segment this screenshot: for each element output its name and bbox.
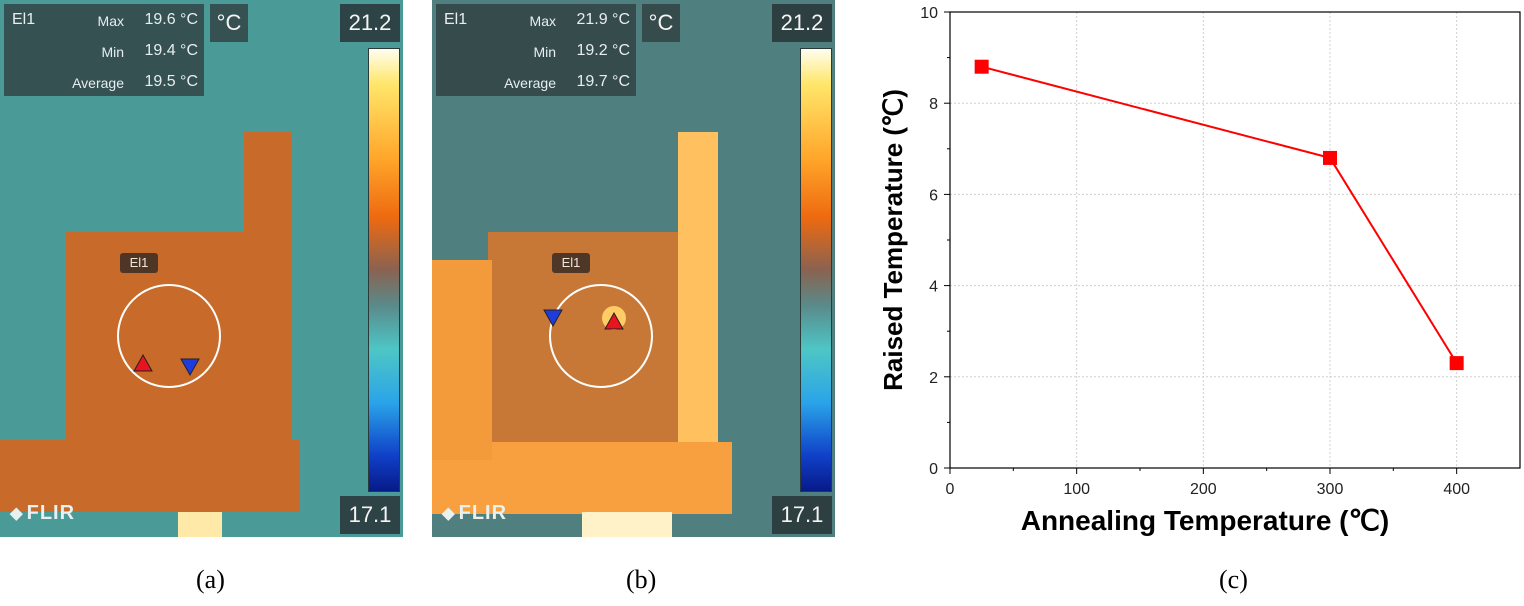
readout-value: 19.5 °C <box>144 73 198 90</box>
readout-row-min: Min 19.2 °C <box>440 41 630 63</box>
scale-max: 21.2 <box>340 4 400 42</box>
y-tick-label: 0 <box>929 461 938 478</box>
sample-arm <box>678 132 718 452</box>
x-tick-label: 100 <box>1063 481 1090 498</box>
readout-label: Min <box>533 44 556 60</box>
readout-value: 19.2 °C <box>576 42 630 59</box>
sample-arm <box>244 132 292 452</box>
caption-a: (a) <box>196 565 225 594</box>
y-tick-label: 8 <box>929 96 938 113</box>
thermal-image-b: El1 Max 21.9 °C Min 19.2 °C Average 19.7… <box>432 0 835 537</box>
min-marker-icon <box>180 358 200 377</box>
readout-label: Min <box>101 44 124 60</box>
unit-label: °C <box>210 4 248 42</box>
color-scale-bar <box>368 48 400 492</box>
roi-label: El1 <box>552 253 590 273</box>
sample-base <box>0 440 300 512</box>
caption-c: (c) <box>1219 565 1248 594</box>
measurement-readout: El1 Max 19.6 °C Min 19.4 °C Average 19.5… <box>4 4 204 96</box>
readout-value: 19.7 °C <box>576 73 630 90</box>
max-marker-icon <box>133 353 153 372</box>
readout-value: 19.6 °C <box>144 11 198 28</box>
readout-label: Max <box>97 13 124 29</box>
readout-row-max: Max 19.6 °C <box>8 10 198 32</box>
data-point <box>974 59 989 74</box>
readout-row-average: Average 19.5 °C <box>8 72 198 94</box>
max-marker-icon <box>604 311 624 330</box>
left-glow <box>432 260 492 460</box>
x-axis-label: Annealing Temperature (℃) <box>1021 505 1390 536</box>
readout-row-min: Min 19.4 °C <box>8 41 198 63</box>
readout-tag: El1 <box>444 11 468 28</box>
x-tick-label: 200 <box>1190 481 1217 498</box>
line-chart: 0 100 200 300 400 0 2 4 6 8 10 Annealing Temperatur… <box>878 5 1521 536</box>
scale-min: 17.1 <box>340 496 400 534</box>
readout-label: Average <box>72 75 124 91</box>
flir-logo: ⬥ FLIR <box>442 502 508 524</box>
readout-label: Average <box>504 75 556 91</box>
flir-mark-icon: ⬥ <box>442 503 456 523</box>
y-axis-label: Raised Temperature (℃) <box>878 89 908 391</box>
y-tick-label: 10 <box>920 5 938 22</box>
flir-logo: ⬥ FLIR <box>10 502 76 524</box>
readout-value: 19.4 °C <box>144 42 198 59</box>
readout-value: 21.9 °C <box>576 11 630 28</box>
caption-b: (b) <box>626 565 657 594</box>
scale-min: 17.1 <box>772 496 832 534</box>
y-tick-label: 4 <box>929 279 938 296</box>
thermal-image-a: El1 Max 19.6 °C Min 19.4 °C Average 19.5… <box>0 0 403 537</box>
readout-row-max: Max 21.9 °C <box>440 10 630 32</box>
hot-spot <box>582 512 672 537</box>
series-line <box>981 65 1458 364</box>
y-tick-label: 6 <box>929 187 938 204</box>
unit-label: °C <box>642 4 680 42</box>
color-scale-bar <box>800 48 832 492</box>
x-tick-label: 400 <box>1443 481 1470 498</box>
x-tick-label: 300 <box>1317 481 1344 498</box>
roi-label: El1 <box>120 253 158 273</box>
min-marker-icon <box>543 309 563 328</box>
flir-mark-icon: ⬥ <box>10 503 24 523</box>
data-point <box>1449 356 1464 371</box>
measurement-readout: El1 Max 21.9 °C Min 19.2 °C Average 19.7… <box>436 4 636 96</box>
roi-circle <box>549 284 653 388</box>
readout-label: Max <box>529 13 556 29</box>
roi-circle <box>117 284 221 388</box>
data-point <box>1323 150 1337 165</box>
hot-spot <box>178 512 222 537</box>
readout-row-average: Average 19.7 °C <box>440 72 630 94</box>
y-tick-label: 2 <box>929 370 938 387</box>
x-tick-label: 0 <box>946 481 955 498</box>
readout-tag: El1 <box>12 11 36 28</box>
scale-max: 21.2 <box>772 4 832 42</box>
